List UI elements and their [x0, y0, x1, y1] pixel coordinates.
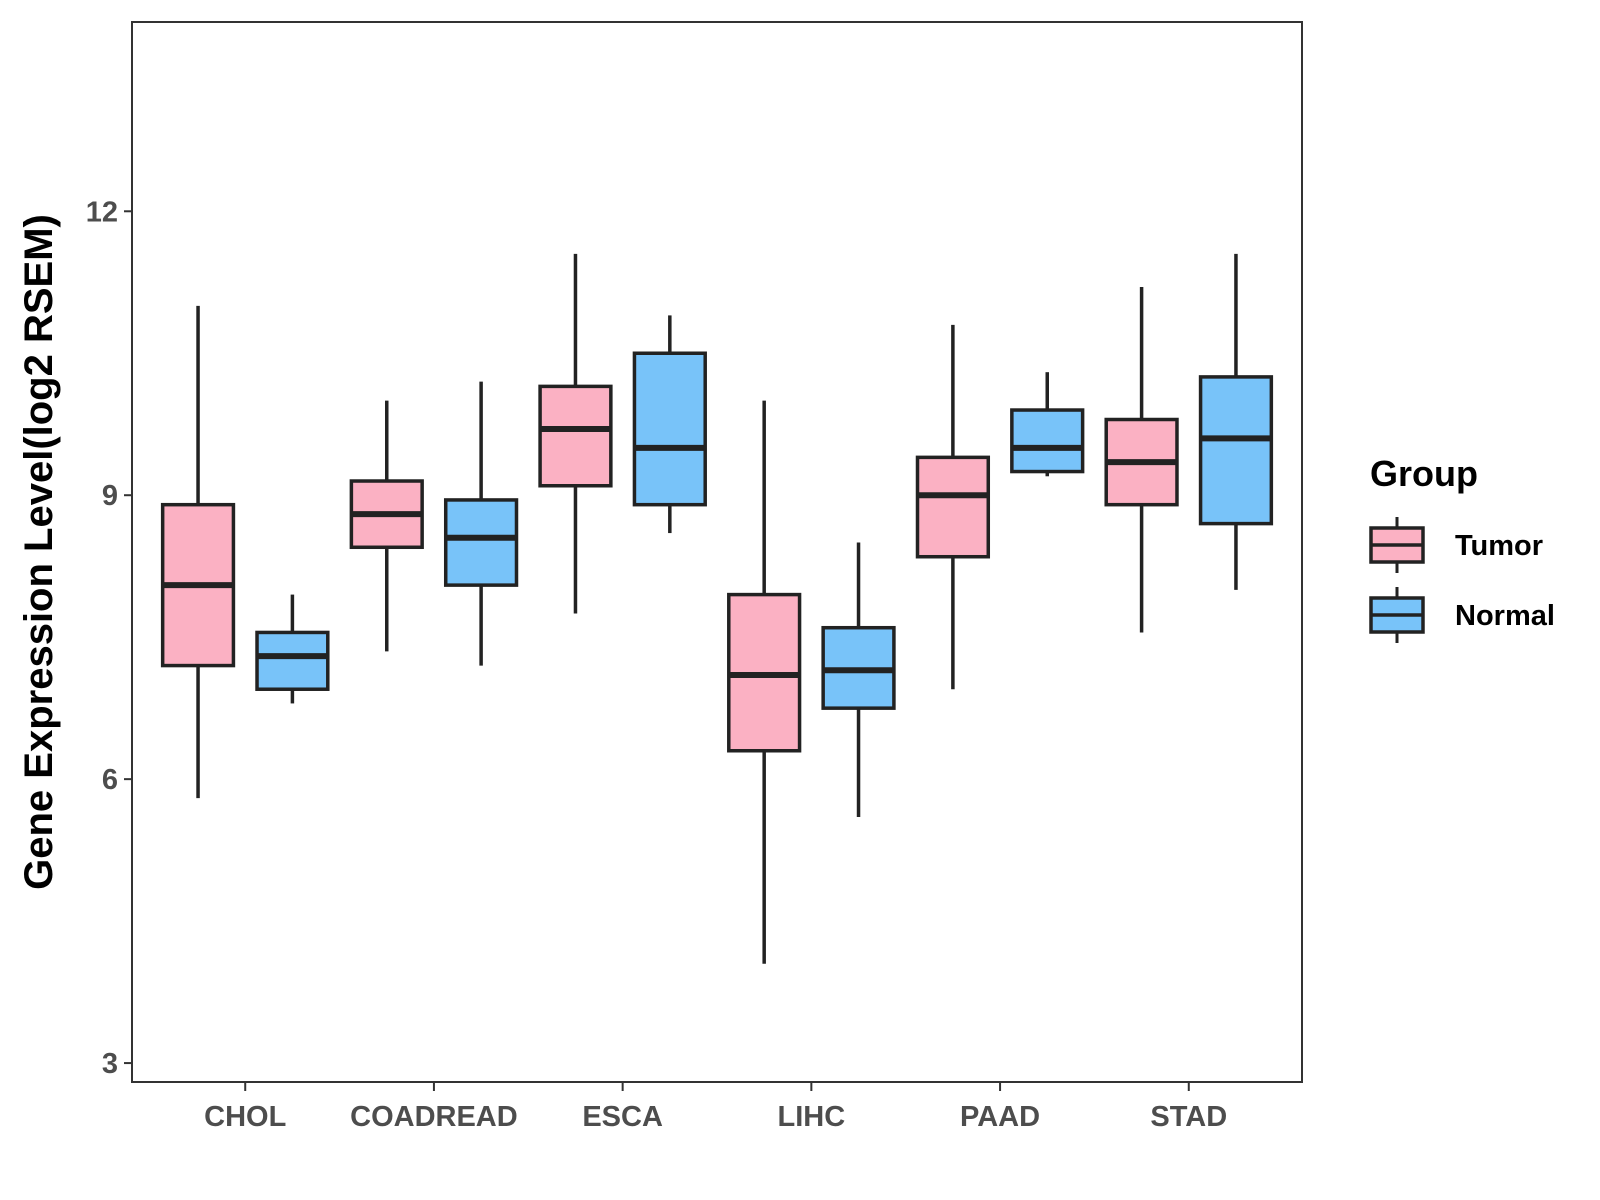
box-body — [1198, 375, 1274, 526]
legend-item-tumor: Tumor — [1369, 517, 1543, 573]
box-tumor-coadread — [349, 400, 424, 652]
chart-marks — [160, 253, 1274, 964]
legend-label: Normal — [1455, 600, 1555, 632]
x-tick-label: STAD — [1150, 1101, 1227, 1133]
x-tick-label: PAAD — [960, 1101, 1040, 1133]
box-normal-chol — [255, 594, 330, 704]
box-body — [632, 351, 707, 507]
x-tick-label: COADREAD — [350, 1101, 518, 1133]
x-tick-label: CHOL — [204, 1101, 286, 1133]
x-tick-label: ESCA — [582, 1101, 663, 1133]
box-body — [1010, 408, 1085, 474]
legend-item-normal: Normal — [1369, 587, 1555, 643]
plot-panel — [131, 21, 1303, 1083]
box-body — [443, 498, 519, 587]
y-tick-label: 3 — [102, 1048, 118, 1080]
box-tumor-esca — [538, 253, 613, 614]
box-body — [538, 384, 613, 488]
y-tick-label: 9 — [102, 480, 118, 512]
x-tick-label: LIHC — [778, 1101, 846, 1133]
box-tumor-chol — [160, 305, 236, 799]
box-normal-coadread — [443, 381, 519, 666]
legend-label: Tumor — [1455, 530, 1543, 562]
y-tick-label: 6 — [102, 764, 118, 796]
box-tumor-stad — [1104, 287, 1179, 633]
box-body — [255, 630, 330, 691]
legend-title: Group — [1370, 453, 1478, 494]
y-axis: 3 6 9 12 — [86, 196, 132, 1080]
box-tumor-paad — [915, 324, 991, 690]
y-axis-title: Gene Expression Level(log2 RSEM) — [17, 214, 61, 890]
box-tumor-lihc — [727, 400, 802, 964]
box-body — [915, 455, 991, 559]
y-tick-label: 12 — [86, 196, 118, 228]
legend: Group Tumor Normal — [1369, 453, 1555, 643]
box-normal-esca — [632, 315, 707, 534]
x-axis: CHOL COADREAD ESCA LIHC PAAD STAD — [204, 1082, 1227, 1133]
box-normal-stad — [1198, 253, 1274, 590]
box-normal-lihc — [821, 542, 896, 817]
box-normal-paad — [1010, 372, 1085, 477]
